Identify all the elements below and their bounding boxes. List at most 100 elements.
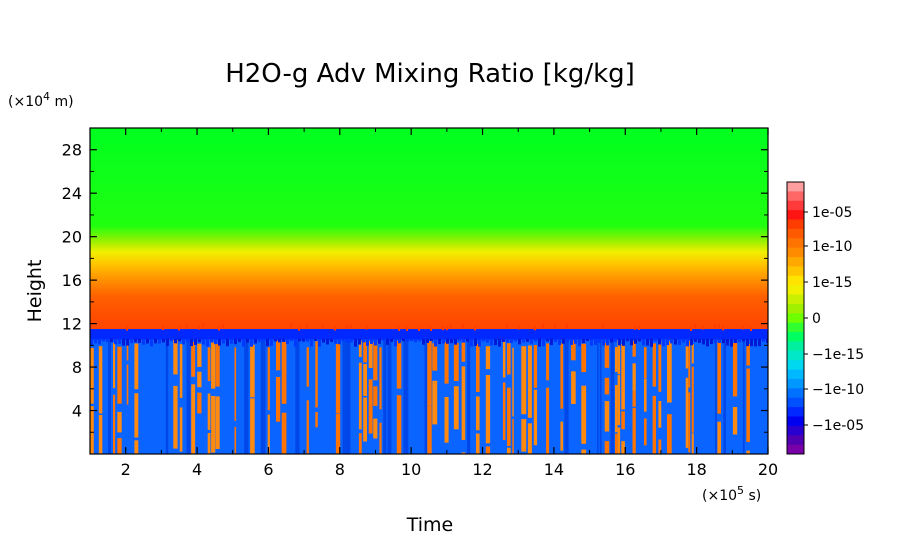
field-streak [546, 387, 550, 454]
blue-band-edge [142, 338, 145, 345]
field-streak [396, 395, 402, 454]
blue-band-edge [750, 338, 753, 347]
y-axis: 4 8 12 16 20 24 28 [62, 141, 768, 433]
blue-band-edge [198, 338, 201, 343]
blue-band-edge [622, 338, 625, 346]
colorbar-swatch [787, 416, 804, 427]
y-tick-label: 4 [72, 402, 82, 421]
blue-band-edge [414, 338, 417, 343]
blue-band-edge [442, 326, 444, 331]
field-streak [581, 449, 587, 454]
blue-band-edge [462, 338, 465, 343]
plot-frame [89, 127, 769, 455]
blue-band-edge [290, 338, 293, 342]
blue-band-edge [702, 325, 704, 330]
blue-band-edge [410, 338, 413, 342]
tropopause-blue-band [90, 323, 768, 347]
blue-band-edge [690, 338, 693, 346]
colorbar-swatch [787, 257, 804, 267]
blue-band-edge [518, 338, 521, 345]
field-streak [126, 345, 129, 361]
colorbar-swatch [787, 360, 804, 370]
field-streak [358, 362, 362, 430]
field-streak [507, 343, 511, 375]
field-streak [117, 411, 122, 433]
field-streak [688, 340, 691, 388]
y-unit-prefix: (×10 [8, 94, 43, 110]
blue-band-edge [690, 327, 692, 331]
blue-band-edge [678, 338, 681, 345]
field-streak [571, 371, 576, 404]
colorbar-swatch [787, 228, 804, 239]
field-streak [207, 433, 211, 454]
blue-band-edge [338, 338, 341, 345]
field-streak [658, 401, 662, 428]
colorbar-swatch [787, 369, 804, 380]
blue-band-edge [662, 338, 665, 347]
blue-band-edge [366, 325, 368, 330]
colorbar-tick-label: −1e-15 [812, 347, 864, 363]
blue-band-edge [262, 338, 265, 342]
field-streak [363, 397, 367, 442]
blue-band-edge [274, 338, 277, 342]
field-streak [632, 407, 636, 454]
blue-band-edge [422, 338, 425, 345]
colorbar-swatch [787, 266, 804, 277]
blue-band-edge [246, 338, 249, 343]
field-streak [315, 412, 318, 428]
y-tick-label: 16 [62, 271, 82, 290]
blue-band-edge [542, 338, 545, 347]
blue-band-edge [450, 338, 453, 344]
field-streak [615, 385, 618, 433]
colorbar-swatch [787, 350, 804, 361]
field-streak [267, 414, 270, 454]
blue-band-edge [334, 326, 336, 331]
blue-band-edge [266, 338, 269, 347]
field-streak [715, 339, 717, 454]
colorbar-swatch [787, 275, 804, 286]
field-streak [644, 347, 647, 379]
field-streak [396, 341, 402, 389]
field-streak [732, 343, 738, 397]
blue-band-edge [402, 338, 405, 342]
blue-band-edge [298, 326, 300, 331]
field-streak [373, 418, 378, 439]
field-streak [533, 389, 538, 446]
field-streak [276, 340, 281, 371]
colorbar-tick-label: −1e-10 [812, 382, 864, 398]
blue-band-edge [358, 338, 361, 345]
blue-band-edge [682, 338, 685, 343]
field-streak [113, 394, 116, 454]
colorbar-swatch [787, 407, 804, 417]
blue-band-edge [602, 323, 604, 328]
blue-band-edge [350, 338, 353, 343]
blue-band-edge [318, 338, 321, 347]
colorbar-swatch [787, 322, 804, 333]
blue-band-edge [502, 338, 505, 342]
y-tick-label: 8 [72, 358, 82, 377]
x-unit-exponent: 5 [737, 484, 744, 497]
x-tick-label: 16 [615, 460, 635, 479]
blue-band-edge [594, 338, 597, 345]
field-streak [604, 401, 610, 432]
blue-band-edge [742, 325, 744, 330]
field-streak [267, 347, 270, 411]
field-streak [250, 344, 255, 398]
blue-band-edge [346, 325, 348, 329]
x-tick-label: 18 [686, 460, 706, 479]
blue-band-edge [486, 338, 489, 343]
blue-band-edge [334, 338, 337, 344]
field-streak [244, 339, 249, 454]
blue-band-edge [370, 338, 373, 344]
blue-band-edge [194, 338, 197, 345]
field-streak [527, 423, 532, 454]
blue-band-edge [126, 326, 128, 331]
field-streak [527, 345, 532, 418]
blue-band-edge [458, 338, 461, 342]
field-streak [485, 346, 491, 370]
blue-band-edge [186, 324, 188, 329]
field-streak [461, 342, 466, 362]
blue-band-edge [698, 338, 701, 343]
blue-band-edge [762, 338, 765, 342]
blue-band-edge [122, 338, 125, 346]
